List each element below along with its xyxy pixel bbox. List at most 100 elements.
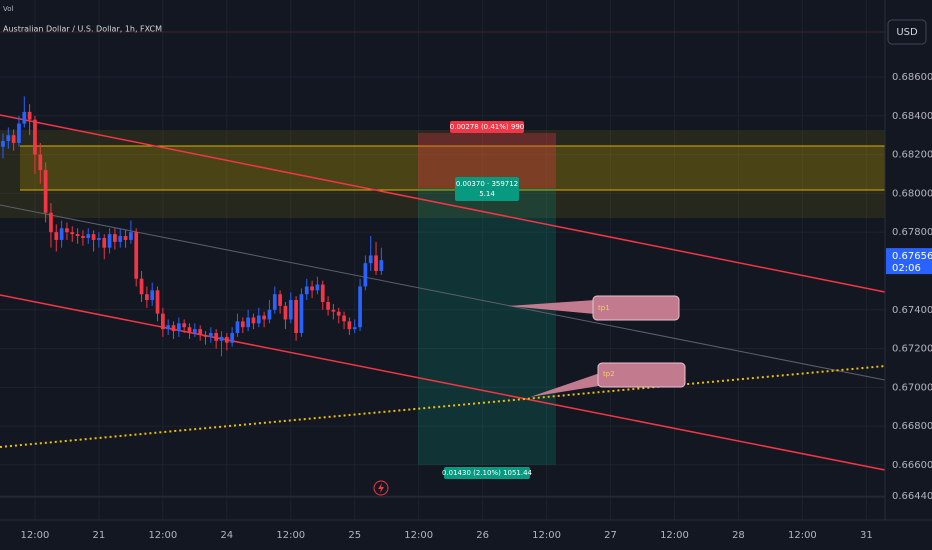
candle-body (49, 212, 53, 233)
candle-body (91, 234, 96, 240)
callout-text: tp2 (603, 370, 615, 378)
candle-body (43, 170, 48, 213)
candle-body (59, 228, 64, 240)
candle-body (54, 232, 59, 240)
x-tick-label: 12:00 (404, 530, 433, 541)
candle-body (113, 234, 117, 242)
x-tick-label: 24 (220, 530, 233, 541)
candle-body (22, 111, 27, 124)
candle-body (134, 232, 139, 279)
x-tick-label: 27 (604, 530, 617, 541)
candle-body (326, 301, 330, 310)
x-tick-label: 12:00 (21, 530, 50, 541)
y-tick-label: 0.67000 (892, 382, 932, 393)
y-tick-label: 0.68000 (892, 188, 932, 199)
y-tick-label: 0.66440 (892, 491, 932, 502)
candle-body (219, 336, 224, 341)
target-label: 0.01430 (2.10%) 1051.44 (442, 469, 533, 477)
candle-body (102, 237, 107, 248)
candle-body (374, 255, 378, 271)
y-tick-label: 0.67800 (892, 227, 932, 238)
zone-inner (20, 146, 885, 190)
candle-body (347, 321, 352, 330)
dotted-line (0, 365, 886, 448)
candle-body (214, 333, 219, 341)
candle-body (17, 123, 21, 143)
entry-label-bg (455, 177, 519, 201)
candle-body (262, 315, 266, 320)
candle-body (86, 234, 91, 238)
countdown: 02:06 (892, 263, 921, 274)
candle-body (166, 325, 171, 330)
candle-body (283, 305, 288, 320)
candle-body (150, 290, 155, 301)
candle-body (187, 327, 192, 334)
callout (592, 295, 680, 321)
candle-body (203, 334, 208, 337)
volume-label: Vol (3, 5, 14, 13)
x-tick-label: 12:00 (148, 530, 177, 541)
y-tick-label: 0.66800 (892, 421, 932, 432)
x-tick-label: 12:00 (660, 530, 689, 541)
candle-body (27, 111, 32, 120)
y-tick-label: 0.68200 (892, 150, 932, 161)
x-tick-label: 12:00 (532, 530, 561, 541)
entry-label: 5.14 (479, 190, 495, 198)
candle-body (65, 228, 69, 233)
x-tick-label: 28 (732, 530, 745, 541)
candle-body (246, 317, 251, 328)
target-box (418, 188, 556, 465)
alert-icon[interactable] (373, 480, 389, 496)
candle-body (176, 323, 181, 332)
candle-body (363, 263, 368, 287)
candle-body (251, 317, 256, 324)
candle-body (1, 141, 5, 147)
candle-body (315, 284, 320, 291)
candle-body (278, 294, 282, 306)
candle-body (331, 309, 336, 312)
candle-body (139, 278, 144, 295)
candle-body (267, 309, 272, 320)
candle-body (224, 336, 229, 343)
candles (1, 96, 384, 357)
x-tick-label: 21 (93, 530, 106, 541)
channel-upper (0, 114, 886, 293)
candle-body (294, 300, 298, 334)
candle-body (171, 325, 176, 332)
candle-body (75, 234, 80, 237)
y-tick-label: 0.67400 (892, 305, 932, 316)
target-label-bg (444, 467, 530, 479)
x-tick-label: 26 (476, 530, 489, 541)
candle-body (230, 333, 235, 343)
price-axis (885, 0, 932, 550)
axis-labels: 0.68600 0.68400 0.68200 0.68000 0.67800 0.674… (21, 72, 932, 541)
callout (597, 362, 686, 388)
last-price-label: 0.67656 (892, 251, 932, 262)
candle-body (272, 294, 277, 310)
x-tick-label: 12:00 (788, 530, 817, 541)
candle-body (107, 234, 112, 248)
x-tick-label: 12:00 (276, 530, 305, 541)
candle-body (336, 311, 341, 316)
candle-body (81, 236, 85, 238)
callout-text: tp1 (598, 304, 610, 312)
y-tick-label: 0.67200 (892, 344, 932, 355)
risk-label: 0.00278 (0.41%) 990 (450, 123, 524, 131)
candle-body (288, 300, 293, 320)
y-tick-label: 0.68600 (892, 72, 932, 83)
callout-pointer (508, 300, 595, 314)
candle-body (38, 154, 43, 171)
candle-body (310, 286, 314, 291)
candle-body (379, 260, 384, 271)
candle-body (320, 284, 325, 302)
mid-line (0, 204, 886, 381)
candle-body (70, 232, 75, 235)
candle-body (182, 323, 187, 328)
chart-title: Australian Dollar / U.S. Dollar, 1h, FXC… (3, 25, 162, 34)
candle-body (256, 315, 261, 324)
currency-button[interactable] (887, 19, 927, 45)
last-price-tag (886, 248, 932, 275)
candle-body (299, 294, 304, 334)
